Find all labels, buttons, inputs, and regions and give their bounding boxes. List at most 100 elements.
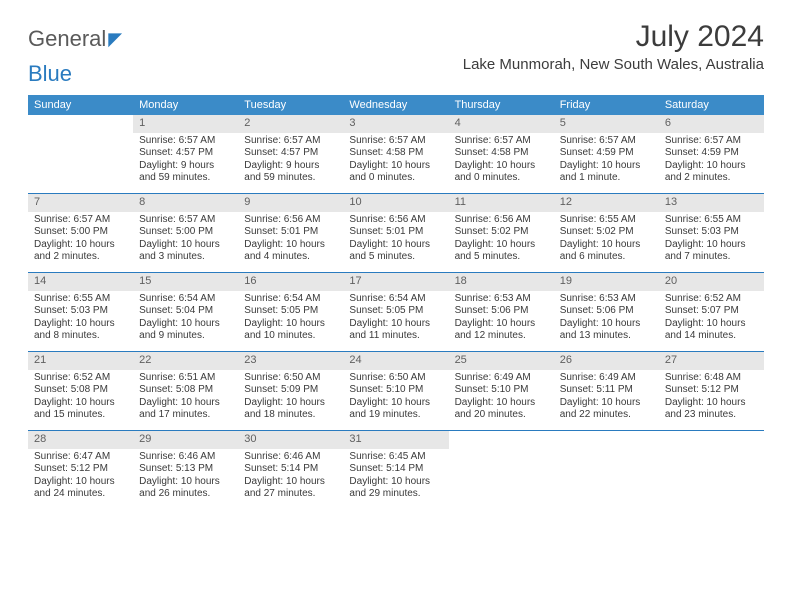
daylight-text: Daylight: 10 hours and 9 minutes.: [139, 318, 232, 343]
sunrise-text: Sunrise: 6:57 AM: [139, 214, 232, 227]
day-number: 16: [238, 273, 343, 291]
sunset-text: Sunset: 5:06 PM: [455, 305, 548, 318]
daylight-text: Daylight: 10 hours and 20 minutes.: [455, 397, 548, 422]
day-number: 4: [449, 115, 554, 133]
day-number: 25: [449, 352, 554, 370]
weekday-header: Thursday: [449, 95, 554, 115]
day-body: Sunrise: 6:50 AMSunset: 5:10 PMDaylight:…: [343, 372, 448, 426]
day-number: 22: [133, 352, 238, 370]
location-text: Lake Munmorah, New South Wales, Australi…: [463, 56, 764, 73]
weekday-header: Tuesday: [238, 95, 343, 115]
daylight-text: Daylight: 9 hours and 59 minutes.: [139, 160, 232, 185]
sunset-text: Sunset: 5:02 PM: [560, 226, 653, 239]
day-cell: [659, 431, 764, 509]
day-body: Sunrise: 6:52 AMSunset: 5:07 PMDaylight:…: [659, 293, 764, 347]
daylight-text: Daylight: 10 hours and 12 minutes.: [455, 318, 548, 343]
day-body: Sunrise: 6:56 AMSunset: 5:01 PMDaylight:…: [343, 214, 448, 268]
day-body: Sunrise: 6:55 AMSunset: 5:03 PMDaylight:…: [28, 293, 133, 347]
daylight-text: Daylight: 10 hours and 26 minutes.: [139, 476, 232, 501]
week-row: 7 Sunrise: 6:57 AMSunset: 5:00 PMDaylight…: [28, 193, 764, 272]
day-number: 23: [238, 352, 343, 370]
week-row: 21Sunrise: 6:52 AMSunset: 5:08 PMDayligh…: [28, 351, 764, 430]
daylight-text: Daylight: 10 hours and 0 minutes.: [455, 160, 548, 185]
day-cell: 19 Sunrise: 6:53 AMSunset: 5:06 PMDayligh…: [554, 273, 659, 351]
day-number: 31: [343, 431, 448, 449]
sunrise-text: Sunrise: 6:57 AM: [455, 135, 548, 148]
sunset-text: Sunset: 5:05 PM: [244, 305, 337, 318]
day-number: 29: [133, 431, 238, 449]
day-cell: 31Sunrise: 6:45 AMSunset: 5:14 PMDayligh…: [343, 431, 448, 509]
day-number: 28: [28, 431, 133, 449]
day-body: Sunrise: 6:49 AMSunset: 5:10 PMDaylight:…: [449, 372, 554, 426]
sunrise-text: Sunrise: 6:57 AM: [560, 135, 653, 148]
day-body: Sunrise: 6:57 AMSunset: 4:59 PMDaylight:…: [659, 135, 764, 189]
daylight-text: Daylight: 10 hours and 19 minutes.: [349, 397, 442, 422]
day-cell: 28 Sunrise: 6:47 AMSunset: 5:12 PMDayligh…: [28, 431, 133, 509]
day-body: Sunrise: 6:54 AMSunset: 5:05 PMDaylight:…: [343, 293, 448, 347]
day-body: Sunrise: 6:52 AMSunset: 5:08 PMDaylight:…: [28, 372, 133, 426]
day-cell: 5Sunrise: 6:57 AMSunset: 4:59 PMDaylight…: [554, 115, 659, 193]
day-cell: 14 Sunrise: 6:55 AMSunset: 5:03 PMDayligh…: [28, 273, 133, 351]
sunrise-text: Sunrise: 6:56 AM: [455, 214, 548, 227]
calendar-page: General◤ July 2024 Lake Munmorah, New So…: [0, 0, 792, 529]
logo-text-2: Blue: [28, 61, 72, 87]
title-block: July 2024 Lake Munmorah, New South Wales…: [463, 20, 764, 73]
sunrise-text: Sunrise: 6:57 AM: [665, 135, 758, 148]
daylight-text: Daylight: 10 hours and 18 minutes.: [244, 397, 337, 422]
day-cell: 25 Sunrise: 6:49 AMSunset: 5:10 PMDayligh…: [449, 352, 554, 430]
sunrise-text: Sunrise: 6:54 AM: [349, 293, 442, 306]
daylight-text: Daylight: 10 hours and 0 minutes.: [349, 160, 442, 185]
week-row: 1Sunrise: 6:57 AMSunset: 4:57 PMDaylight…: [28, 115, 764, 193]
daylight-text: Daylight: 10 hours and 15 minutes.: [34, 397, 127, 422]
daylight-text: Daylight: 10 hours and 23 minutes.: [665, 397, 758, 422]
sunrise-text: Sunrise: 6:56 AM: [244, 214, 337, 227]
weekday-header: Wednesday: [343, 95, 448, 115]
sunrise-text: Sunrise: 6:57 AM: [349, 135, 442, 148]
day-cell: [554, 431, 659, 509]
day-body: Sunrise: 6:53 AMSunset: 5:06 PMDaylight:…: [554, 293, 659, 347]
day-body: Sunrise: 6:55 AMSunset: 5:02 PMDaylight:…: [554, 214, 659, 268]
day-number: 15: [133, 273, 238, 291]
day-body: Sunrise: 6:55 AMSunset: 5:03 PMDaylight:…: [659, 214, 764, 268]
sunset-text: Sunset: 4:59 PM: [665, 147, 758, 160]
sunrise-text: Sunrise: 6:50 AM: [349, 372, 442, 385]
sunset-text: Sunset: 5:14 PM: [244, 463, 337, 476]
sunset-text: Sunset: 5:07 PM: [665, 305, 758, 318]
day-number: 19: [554, 273, 659, 291]
sunrise-text: Sunrise: 6:50 AM: [244, 372, 337, 385]
sunset-text: Sunset: 5:08 PM: [34, 384, 127, 397]
day-number: 14: [28, 273, 133, 291]
day-body: Sunrise: 6:50 AMSunset: 5:09 PMDaylight:…: [238, 372, 343, 426]
sunrise-text: Sunrise: 6:52 AM: [665, 293, 758, 306]
day-body: Sunrise: 6:46 AMSunset: 5:13 PMDaylight:…: [133, 451, 238, 505]
sunset-text: Sunset: 5:10 PM: [455, 384, 548, 397]
sunset-text: Sunset: 5:12 PM: [34, 463, 127, 476]
sunrise-text: Sunrise: 6:46 AM: [139, 451, 232, 464]
day-number: 10: [343, 194, 448, 212]
daylight-text: Daylight: 10 hours and 3 minutes.: [139, 239, 232, 264]
day-cell: 23 Sunrise: 6:50 AMSunset: 5:09 PMDayligh…: [238, 352, 343, 430]
sunset-text: Sunset: 5:10 PM: [349, 384, 442, 397]
day-cell: 3Sunrise: 6:57 AMSunset: 4:58 PMDaylight…: [343, 115, 448, 193]
day-cell: 16Sunrise: 6:54 AMSunset: 5:05 PMDayligh…: [238, 273, 343, 351]
day-number: 3: [343, 115, 448, 133]
day-number: 7: [28, 194, 133, 212]
sunset-text: Sunset: 4:59 PM: [560, 147, 653, 160]
day-number: 9: [238, 194, 343, 212]
sunset-text: Sunset: 5:03 PM: [34, 305, 127, 318]
sunrise-text: Sunrise: 6:57 AM: [34, 214, 127, 227]
sunrise-text: Sunrise: 6:45 AM: [349, 451, 442, 464]
logo: General◤: [28, 20, 122, 52]
week-row: 14 Sunrise: 6:55 AMSunset: 5:03 PMDayligh…: [28, 272, 764, 351]
daylight-text: Daylight: 10 hours and 5 minutes.: [349, 239, 442, 264]
daylight-text: Daylight: 10 hours and 27 minutes.: [244, 476, 337, 501]
day-body: Sunrise: 6:47 AMSunset: 5:12 PMDaylight:…: [28, 451, 133, 505]
daylight-text: Daylight: 10 hours and 17 minutes.: [139, 397, 232, 422]
logo-text-1: General: [28, 26, 106, 52]
weekday-header: Monday: [133, 95, 238, 115]
sunrise-text: Sunrise: 6:46 AM: [244, 451, 337, 464]
day-body: Sunrise: 6:56 AMSunset: 5:02 PMDaylight:…: [449, 214, 554, 268]
sunrise-text: Sunrise: 6:53 AM: [455, 293, 548, 306]
day-cell: [28, 115, 133, 193]
day-body: Sunrise: 6:57 AMSunset: 5:00 PMDaylight:…: [28, 214, 133, 268]
